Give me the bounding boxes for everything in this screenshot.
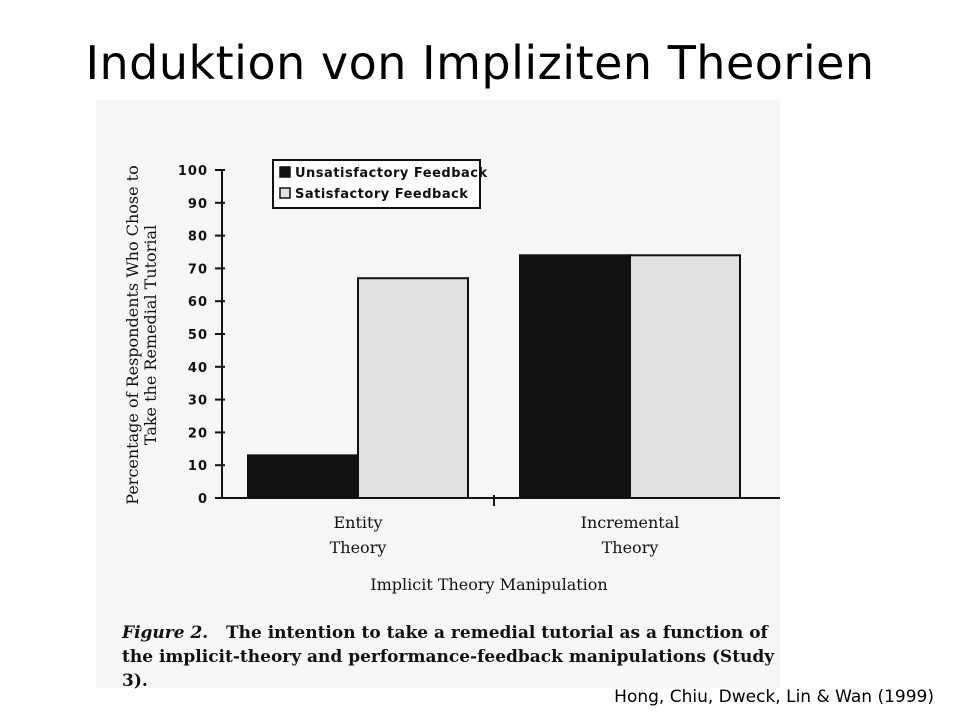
- x-axis: Entity Theory Incremental Theory: [222, 495, 780, 557]
- y-tick-label: 40: [188, 361, 208, 376]
- x-tick-label: Theory: [602, 538, 659, 557]
- figure-caption: Figure 2. The intention to take a remedi…: [122, 621, 782, 693]
- y-tick-label: 10: [188, 459, 208, 474]
- y-axis-title-line-2: Take the Remedial Tutorial: [141, 225, 160, 445]
- bar-satisfactory-incremental: [629, 254, 741, 499]
- bar-satisfactory-entity: [357, 277, 469, 499]
- y-tick-label: 70: [188, 262, 208, 277]
- legend-swatch-unsatisfactory: [279, 166, 291, 178]
- y-tick-label: 30: [188, 394, 208, 409]
- bar-unsatisfactory-entity: [247, 454, 359, 499]
- y-tick-label: 100: [178, 164, 208, 179]
- bars: [247, 254, 741, 499]
- y-axis: 0 10 20 30 40 50 60 70 80 90 100: [178, 164, 225, 507]
- bar-chart: Percentage of Respondents Who Chose to T…: [123, 159, 780, 594]
- bar-unsatisfactory-incremental: [519, 254, 631, 499]
- y-tick-label: 20: [188, 426, 208, 441]
- slide-title: Induktion von Impliziten Theorien: [85, 36, 875, 90]
- y-tick-label: 50: [188, 328, 208, 343]
- figure-panel: Percentage of Respondents Who Chose to T…: [96, 100, 780, 688]
- legend-label-unsatisfactory: Unsatisfactory Feedback: [295, 166, 488, 181]
- legend-swatch-satisfactory: [279, 187, 291, 199]
- x-tick-label: Entity: [334, 513, 383, 532]
- y-tick-label: 60: [188, 295, 208, 310]
- y-tick-label: 90: [188, 197, 208, 212]
- legend-label-satisfactory: Satisfactory Feedback: [295, 187, 468, 202]
- y-tick-label: 80: [188, 230, 208, 245]
- y-axis-title: Percentage of Respondents Who Chose to T…: [123, 165, 160, 504]
- legend-box: [272, 159, 481, 209]
- x-tick-label: Incremental: [581, 513, 680, 532]
- x-axis-title: Implicit Theory Manipulation: [370, 575, 607, 594]
- y-tick-label: 0: [198, 492, 208, 507]
- citation: Hong, Chiu, Dweck, Lin & Wan (1999): [614, 687, 934, 707]
- y-axis-title-line-1: Percentage of Respondents Who Chose to: [123, 165, 142, 504]
- x-tick-label: Theory: [330, 538, 387, 557]
- figure-label: Figure 2.: [122, 623, 209, 643]
- figure-caption-text: The intention to take a remedial tutoria…: [122, 623, 775, 691]
- legend: Unsatisfactory Feedback Satisfactory Fee…: [272, 159, 488, 209]
